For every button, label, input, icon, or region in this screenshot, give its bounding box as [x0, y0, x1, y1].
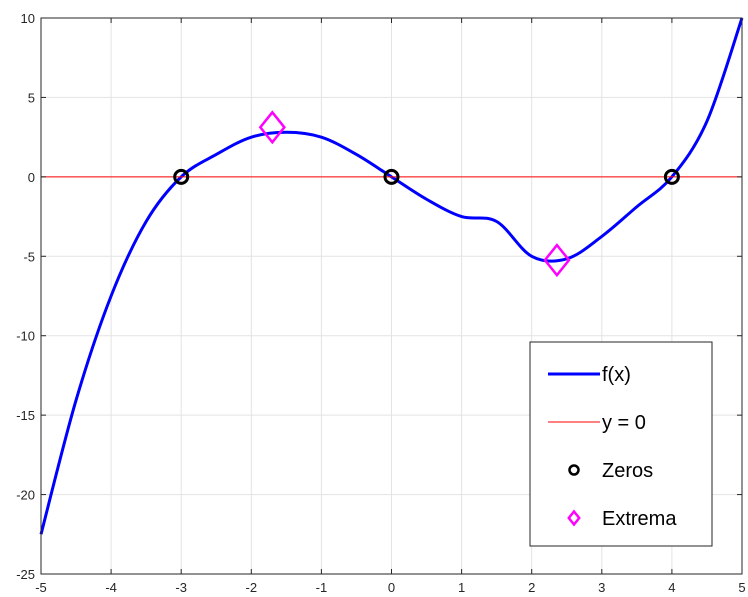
x-tick-label: 0: [388, 580, 395, 595]
zero-marker: [383, 168, 400, 185]
y-tick-label: -10: [16, 329, 35, 344]
x-tick-label: -5: [35, 580, 47, 595]
y-tick-label: 5: [28, 90, 35, 105]
y-tick-label: -5: [23, 249, 35, 264]
plot-area: [39, 17, 744, 535]
x-tick-label: -1: [316, 580, 328, 595]
zero-marker: [173, 168, 190, 185]
legend: f(x) y = 0 Zeros Extrema: [529, 341, 713, 547]
x-tick-label: -2: [246, 580, 258, 595]
y-tick-label: -25: [16, 567, 35, 582]
extrema-marker: [543, 243, 571, 278]
x-tick-label: 4: [668, 580, 675, 595]
y-tick-label: -20: [16, 488, 35, 503]
y-tick-label: 10: [21, 11, 35, 26]
legend-label: y = 0: [602, 412, 646, 434]
zero-marker: [663, 168, 680, 185]
y-tick-label: 0: [28, 170, 35, 185]
x-tick-label: 2: [528, 580, 535, 595]
x-tick-label: 5: [738, 580, 745, 595]
x-tick-label: 1: [458, 580, 465, 595]
extrema-marker: [258, 110, 286, 145]
legend-label: f(x): [602, 364, 631, 386]
legend-label: Extrema: [602, 508, 677, 530]
y-tick-label: -15: [16, 408, 35, 423]
legend-diamond-marker: [567, 509, 581, 527]
legend-label: Zeros: [602, 460, 653, 482]
x-tick-label: -4: [105, 580, 117, 595]
legend-circle-marker: [568, 464, 580, 476]
legend-box: [529, 341, 713, 547]
x-tick-label: 3: [598, 580, 605, 595]
x-tick-label: -3: [175, 580, 187, 595]
